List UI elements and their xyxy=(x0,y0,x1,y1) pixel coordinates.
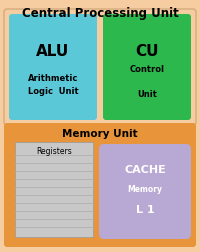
FancyBboxPatch shape xyxy=(103,14,191,120)
FancyBboxPatch shape xyxy=(9,14,97,120)
Text: L 1: L 1 xyxy=(136,205,154,215)
Text: Arithmetic
Logic  Unit: Arithmetic Logic Unit xyxy=(28,74,78,96)
Text: Control

Unit: Control Unit xyxy=(130,65,164,99)
Bar xyxy=(15,142,93,237)
FancyBboxPatch shape xyxy=(99,144,191,239)
FancyBboxPatch shape xyxy=(4,9,196,125)
FancyBboxPatch shape xyxy=(4,123,196,247)
Text: Central Processing Unit: Central Processing Unit xyxy=(22,8,178,20)
Text: Registers: Registers xyxy=(36,147,72,156)
Text: CU: CU xyxy=(135,45,159,59)
Text: ALU: ALU xyxy=(36,45,70,59)
Text: Memory: Memory xyxy=(128,185,162,195)
Text: Memory Unit: Memory Unit xyxy=(62,129,138,139)
Text: CACHE: CACHE xyxy=(124,165,166,175)
